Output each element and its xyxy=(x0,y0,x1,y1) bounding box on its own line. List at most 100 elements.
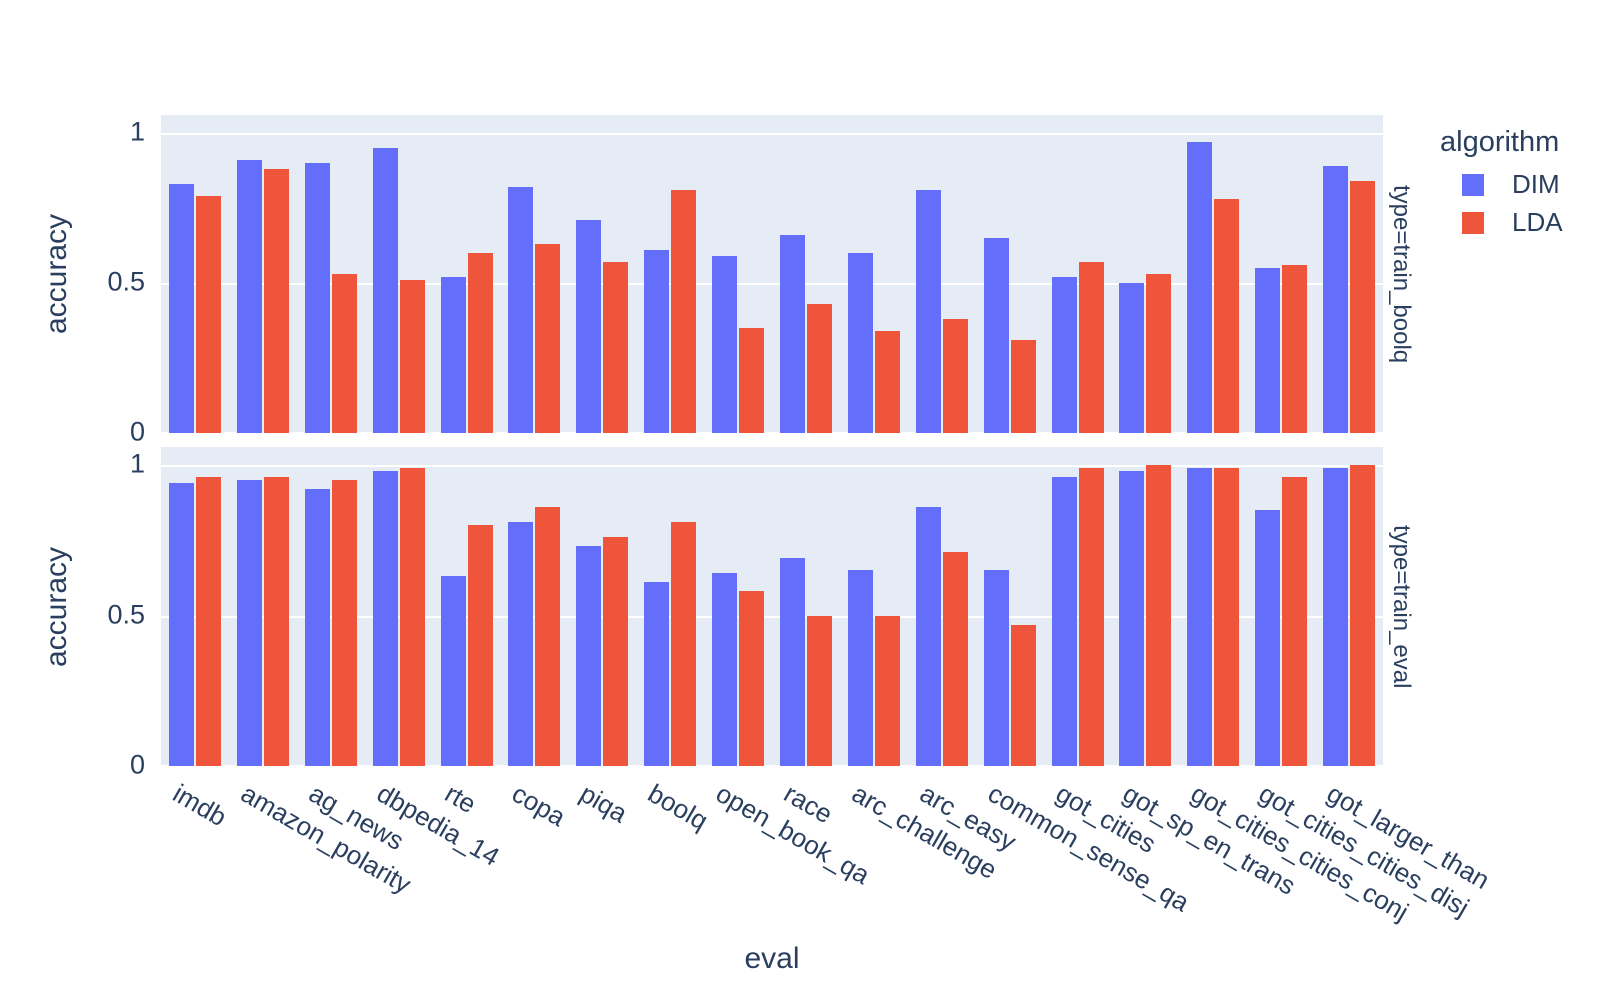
bar-dim-got_cities xyxy=(1051,477,1077,766)
bar-lda-rte xyxy=(467,525,493,766)
bar-group-rte xyxy=(433,447,501,766)
bar-lda-open_book_qa xyxy=(739,591,765,766)
bar-lda-got_larger_than xyxy=(1350,465,1376,766)
bar-group-got_cities_cities_disj xyxy=(1247,115,1315,433)
bar-group-piqa xyxy=(568,115,636,433)
bar-dim-copa xyxy=(508,522,534,766)
bar-group-amazon_polarity xyxy=(229,447,297,766)
bar-dim-ag_news xyxy=(304,163,330,433)
bar-lda-ag_news xyxy=(331,274,357,433)
bar-lda-race xyxy=(806,304,832,433)
bar-lda-got_cities_cities_conj xyxy=(1214,199,1240,433)
bar-dim-got_larger_than xyxy=(1323,468,1349,766)
bar-lda-open_book_qa xyxy=(739,328,765,433)
y-tick-label: 0.5 xyxy=(107,598,145,629)
gridline xyxy=(161,465,1383,468)
bar-group-imdb xyxy=(161,447,229,766)
bar-dim-amazon_polarity xyxy=(236,480,262,766)
bar-group-boolq xyxy=(636,447,704,766)
bar-dim-open_book_qa xyxy=(712,256,738,433)
bar-lda-arc_challenge xyxy=(874,331,900,433)
bar-lda-boolq xyxy=(671,522,697,766)
bar-dim-piqa xyxy=(576,220,602,433)
gridline xyxy=(161,133,1383,135)
bar-lda-got_cities xyxy=(1078,262,1104,433)
bar-group-open_book_qa xyxy=(704,115,772,433)
bar-lda-imdb xyxy=(195,477,221,766)
bar-lda-got_cities_cities_conj xyxy=(1214,468,1240,766)
bar-lda-amazon_polarity xyxy=(263,169,289,433)
bar-dim-rte xyxy=(440,277,466,433)
bar-dim-common_sense_qa xyxy=(983,570,1009,766)
bar-dim-got_cities_cities_disj xyxy=(1255,268,1281,433)
y-tick-label: 0.5 xyxy=(107,266,145,297)
x-tick-label-copa: copa xyxy=(507,778,572,833)
bar-lda-ag_news xyxy=(331,480,357,766)
bar-dim-got_cities_cities_conj xyxy=(1187,142,1213,433)
bar-group-arc_easy xyxy=(908,115,976,433)
gridline xyxy=(161,283,1383,285)
bar-group-copa xyxy=(500,447,568,766)
bar-dim-imdb xyxy=(168,184,194,433)
bar-dim-got_larger_than xyxy=(1323,166,1349,433)
bar-lda-amazon_polarity xyxy=(263,477,289,766)
bar-group-got_cities_cities_conj xyxy=(1179,447,1247,766)
y-axis-title-top: accuracy xyxy=(40,213,73,335)
bar-group-rte xyxy=(433,115,501,433)
bar-group-amazon_polarity xyxy=(229,115,297,433)
bar-dim-dbpedia_14 xyxy=(372,148,398,433)
bar-lda-got_sp_en_trans xyxy=(1146,465,1172,766)
bar-lda-imdb xyxy=(195,196,221,433)
bar-lda-dbpedia_14 xyxy=(399,280,425,433)
bar-group-dbpedia_14 xyxy=(365,447,433,766)
legend-item-lda[interactable]: LDA xyxy=(1462,207,1563,238)
bar-dim-dbpedia_14 xyxy=(372,471,398,766)
bar-dim-got_sp_en_trans xyxy=(1119,283,1145,433)
bar-group-copa xyxy=(500,115,568,433)
bar-lda-rte xyxy=(467,253,493,433)
bar-lda-piqa xyxy=(603,537,629,766)
bar-dim-rte xyxy=(440,576,466,766)
plot-area-train-eval xyxy=(161,447,1383,767)
bar-group-arc_challenge xyxy=(840,115,908,433)
bar-dim-common_sense_qa xyxy=(983,238,1009,433)
bar-group-got_cities xyxy=(1044,115,1112,433)
y-tick-label: 0 xyxy=(129,416,145,447)
bar-lda-dbpedia_14 xyxy=(399,468,425,766)
bar-dim-race xyxy=(779,235,805,433)
bar-lda-race xyxy=(806,615,832,766)
bar-dim-got_cities_cities_disj xyxy=(1255,510,1281,766)
bar-dim-got_sp_en_trans xyxy=(1119,471,1145,766)
bar-group-arc_easy xyxy=(908,447,976,766)
lda-color-swatch-icon xyxy=(1462,211,1484,234)
facet-label-train-boolq: type=train_boolq xyxy=(1388,184,1415,364)
bar-group-got_cities xyxy=(1044,447,1112,766)
x-tick-label-boolq: boolq xyxy=(643,778,714,836)
bar-group-race xyxy=(772,115,840,433)
bar-groups xyxy=(161,447,1383,766)
bar-dim-arc_easy xyxy=(915,190,941,433)
bar-lda-copa xyxy=(535,507,561,766)
bar-group-common_sense_qa xyxy=(976,115,1044,433)
bar-group-got_cities_cities_disj xyxy=(1247,447,1315,766)
bar-lda-got_cities xyxy=(1078,468,1104,766)
bar-dim-imdb xyxy=(168,483,194,766)
facet-label-train-eval: type=train_eval xyxy=(1388,524,1415,689)
bar-group-got_sp_en_trans xyxy=(1111,447,1179,766)
bar-lda-got_cities_cities_disj xyxy=(1282,477,1308,766)
bar-dim-arc_easy xyxy=(915,507,941,766)
bar-group-imdb xyxy=(161,115,229,433)
bar-group-race xyxy=(772,447,840,766)
legend-label-lda: LDA xyxy=(1512,207,1563,237)
gridline xyxy=(161,615,1383,618)
bar-dim-got_cities xyxy=(1051,277,1077,433)
dim-color-swatch-icon xyxy=(1462,173,1484,196)
zero-line xyxy=(161,765,1383,767)
bar-dim-race xyxy=(779,558,805,766)
legend-item-dim[interactable]: DIM xyxy=(1462,169,1563,200)
bar-lda-common_sense_qa xyxy=(1010,340,1036,433)
plot-area-train-boolq xyxy=(161,115,1383,434)
bar-dim-amazon_polarity xyxy=(236,160,262,433)
bar-dim-arc_challenge xyxy=(847,253,873,433)
